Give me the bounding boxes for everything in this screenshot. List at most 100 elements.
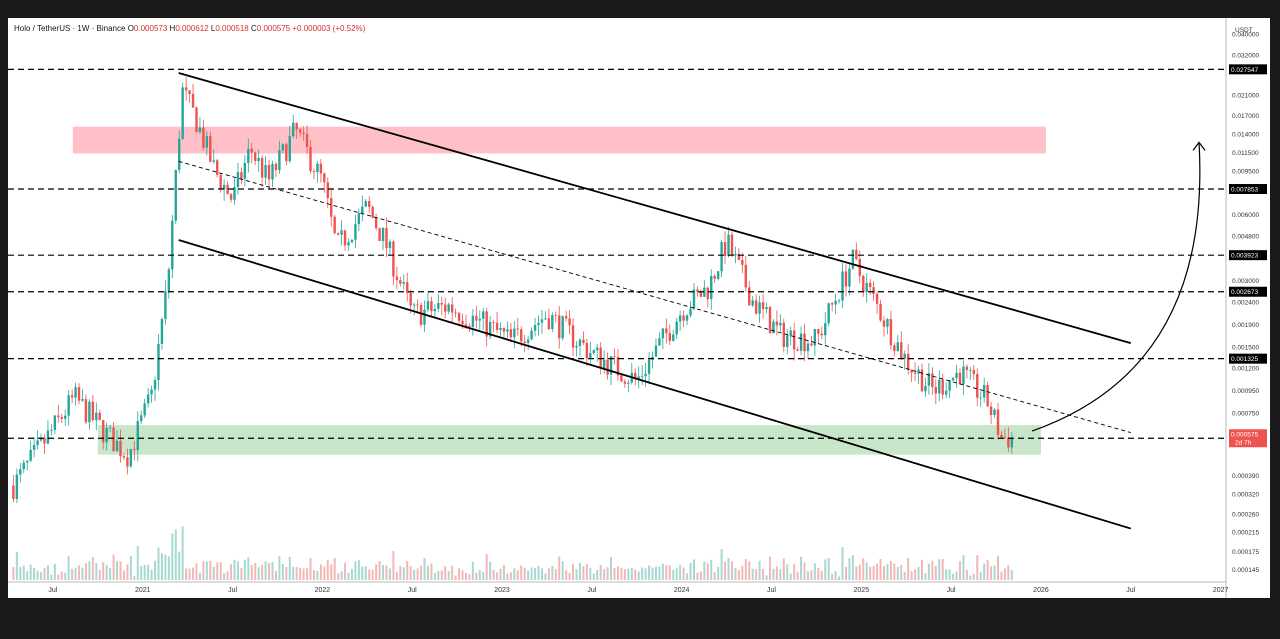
volume-bar [858,564,861,580]
candle-body [374,217,378,229]
symbol-title: Holo / TetherUS · 1W · Binance [14,24,126,33]
volume-bar [409,566,412,580]
volume-bar [540,568,543,580]
volume-bar [893,563,896,580]
volume-bar [57,574,60,580]
candle-body [43,437,46,444]
volume-bar [844,566,847,580]
time-axis[interactable]: Jul 2021 Jul 2022 Jul 2023 Jul 2024 Jul 2025 Jul 20… [48,587,1228,594]
volume-bar [19,567,22,580]
volume-bar [551,566,554,580]
candle-body [271,163,274,180]
volume-bar [26,571,29,580]
volume-bar [900,565,903,580]
candle-body [568,318,571,326]
grid [8,18,1270,598]
time-tick: 2026 [1033,587,1049,594]
candle-body [81,399,84,401]
candle-body [146,394,150,404]
candle-body [160,319,164,344]
candle-body [181,87,184,139]
volume-bar [84,563,87,580]
volume-bar [613,568,616,580]
candle-body [824,323,827,336]
volume-bar [475,572,478,580]
volume-bar [727,558,730,580]
candle-body [437,303,440,309]
high-label: H [169,24,176,33]
volume-bar [641,567,644,580]
time-tick: Jul [947,587,956,594]
resistance-zone [72,126,1046,154]
price-tick: 0.001500 [1232,344,1259,351]
candle-body [848,268,851,287]
channel-mid-line [178,160,1131,434]
candle-body [495,322,499,331]
volume-bar [74,567,77,580]
candle-body [723,242,727,256]
volume-bar [717,566,720,580]
volume-bar [492,569,495,580]
volume-bar [993,565,996,580]
candle-body [544,318,547,320]
volume-bar [938,559,941,580]
volume-bar [672,569,675,580]
volume-bar [205,561,208,580]
volume-bar [395,571,398,580]
volume-bar [630,567,633,580]
candle-body [533,325,537,331]
volume-bar [340,571,343,580]
price-tick: 0.021000 [1232,93,1259,100]
volume-bar [644,568,647,580]
candle-body [440,303,443,305]
volume-bar [178,551,181,580]
candle-body [672,334,675,341]
volume-bar [578,562,581,580]
candle-body [976,374,979,398]
candle-body [188,90,191,95]
candle-body [741,260,744,265]
candle-body [644,373,647,377]
volume-bar [965,569,968,580]
volume-bar [554,569,557,580]
candle-body [399,280,402,284]
candle-body [336,233,340,235]
volume-bar [319,564,322,580]
candle-body [589,353,592,359]
candle-body [19,469,22,475]
volume-bar [741,565,744,580]
candle-body [250,148,253,153]
volume-bar [337,573,340,580]
price-tick: 0.009500 [1232,168,1259,175]
candle-body [851,249,855,269]
volume-bar [872,565,875,580]
candles [12,76,1014,503]
volume-bar [969,575,972,580]
volume-bar [247,557,250,580]
volume-bar [876,563,879,580]
candle-body [602,359,606,369]
candle-body [806,343,810,352]
candle-body [506,329,509,332]
candle-body [606,359,609,375]
volume-bar [223,573,226,580]
candle-body [889,319,893,346]
volume-bar [986,560,989,580]
volume-bar [838,576,841,580]
current-price-label: 0.000575 [1231,432,1258,439]
low-label: L [210,24,216,33]
volume-bar [454,575,457,580]
volume-bar [934,566,937,580]
volume-bar [226,571,229,580]
price-tick: 0.000320 [1232,492,1259,499]
candle-body [875,293,879,304]
candle-body [323,173,326,183]
volume-bar [651,567,654,580]
volume-bar [696,572,699,580]
high-value: 0.000612 [175,24,209,33]
projection-curve [1031,142,1201,432]
candle-body [768,307,772,334]
candle-body [658,338,661,346]
